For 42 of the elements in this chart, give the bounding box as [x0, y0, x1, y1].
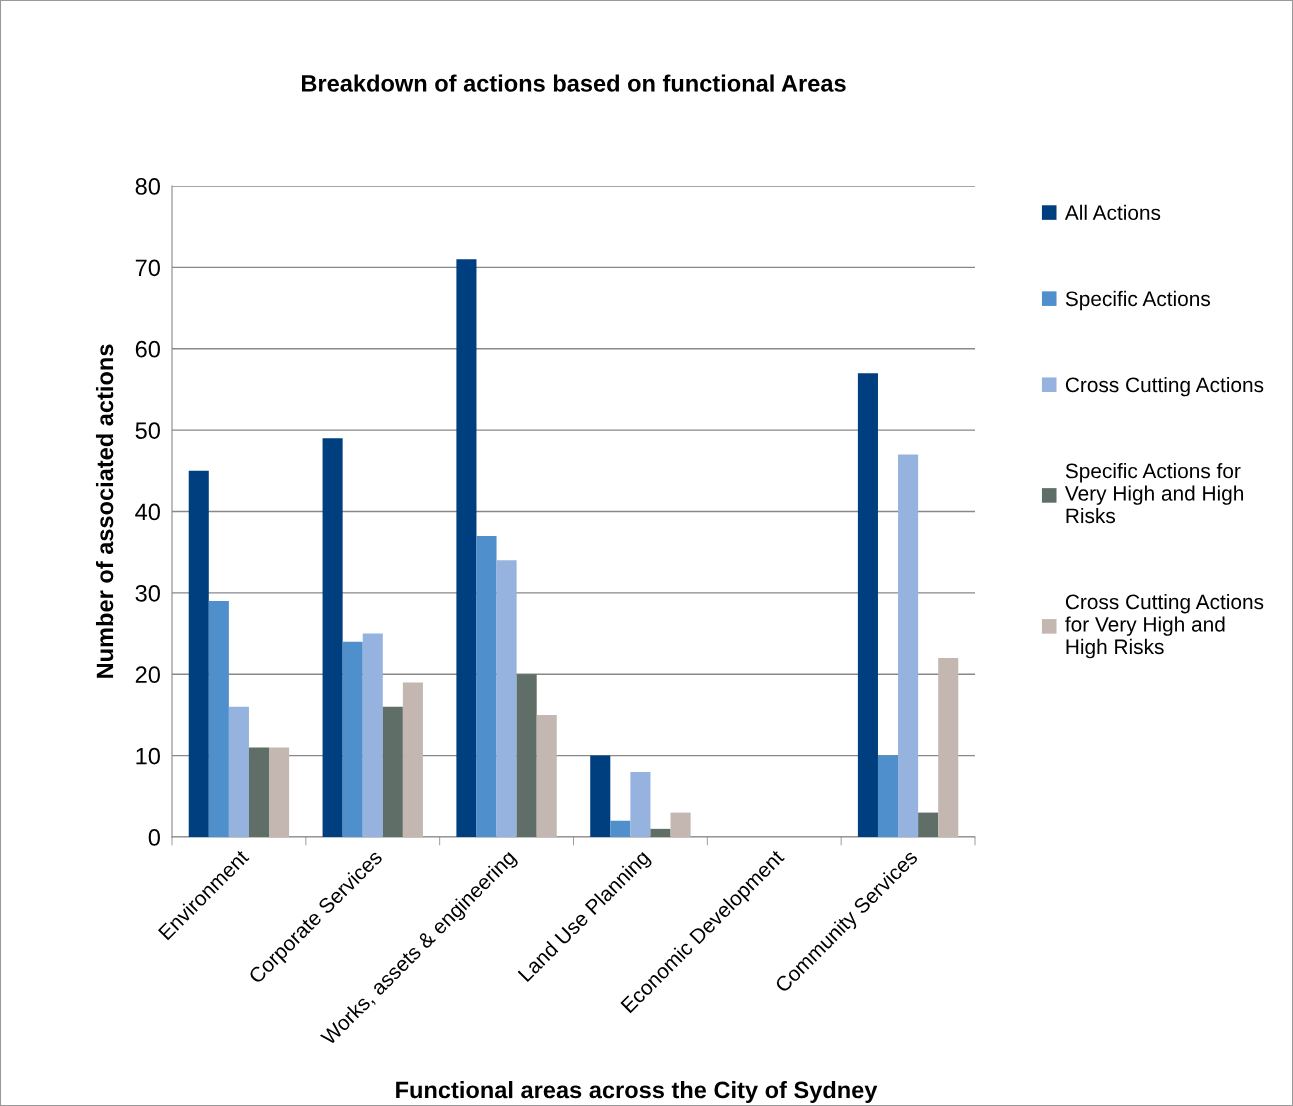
bar — [382, 706, 403, 837]
bar — [402, 682, 423, 837]
y-axis-title: Number of associated actions — [95, 344, 114, 678]
bar — [877, 755, 899, 837]
bar — [590, 755, 611, 837]
bar — [918, 812, 939, 837]
x-axis-title: Functional areas across the City of Sydney — [396, 1080, 878, 1104]
legend-label: Cross Cutting Actions — [1065, 376, 1264, 397]
bar — [322, 438, 343, 837]
legend-label: Specific Actions for Very High and High Risks — [1064, 463, 1243, 524]
bar — [610, 820, 631, 837]
y-tick-label: 70 — [135, 259, 160, 277]
bar — [516, 674, 537, 837]
bar — [670, 812, 691, 837]
y-tick-label: 80 — [135, 178, 160, 195]
y-tick-label: 30 — [135, 584, 160, 602]
y-tick-label: 20 — [135, 666, 160, 684]
bar — [362, 633, 383, 837]
bar — [228, 706, 249, 837]
bar — [208, 601, 229, 837]
bar — [248, 747, 270, 837]
bar — [342, 641, 363, 837]
bar — [456, 259, 477, 837]
y-tick-label: 40 — [135, 503, 160, 521]
legend-label: Specific Actions — [1065, 290, 1210, 311]
bar — [536, 714, 557, 837]
y-tick-label: 50 — [135, 422, 160, 439]
bar — [496, 560, 517, 837]
bar — [938, 657, 959, 837]
chart-title: Breakdown of actions based on functional Areas — [302, 74, 846, 92]
bar — [857, 373, 878, 837]
bar — [650, 828, 671, 837]
bar — [269, 747, 290, 837]
y-tick-label: 10 — [136, 747, 160, 765]
bar — [630, 771, 651, 837]
legend-label: All Actions — [1064, 204, 1161, 221]
bar — [476, 535, 497, 837]
legend-label: Cross Cutting Actions for Very High and High Risks — [1065, 593, 1264, 659]
y-tick-label: 0 — [148, 829, 160, 846]
y-tick-label: 60 — [135, 340, 160, 358]
bar — [898, 454, 919, 837]
bar — [188, 470, 209, 837]
